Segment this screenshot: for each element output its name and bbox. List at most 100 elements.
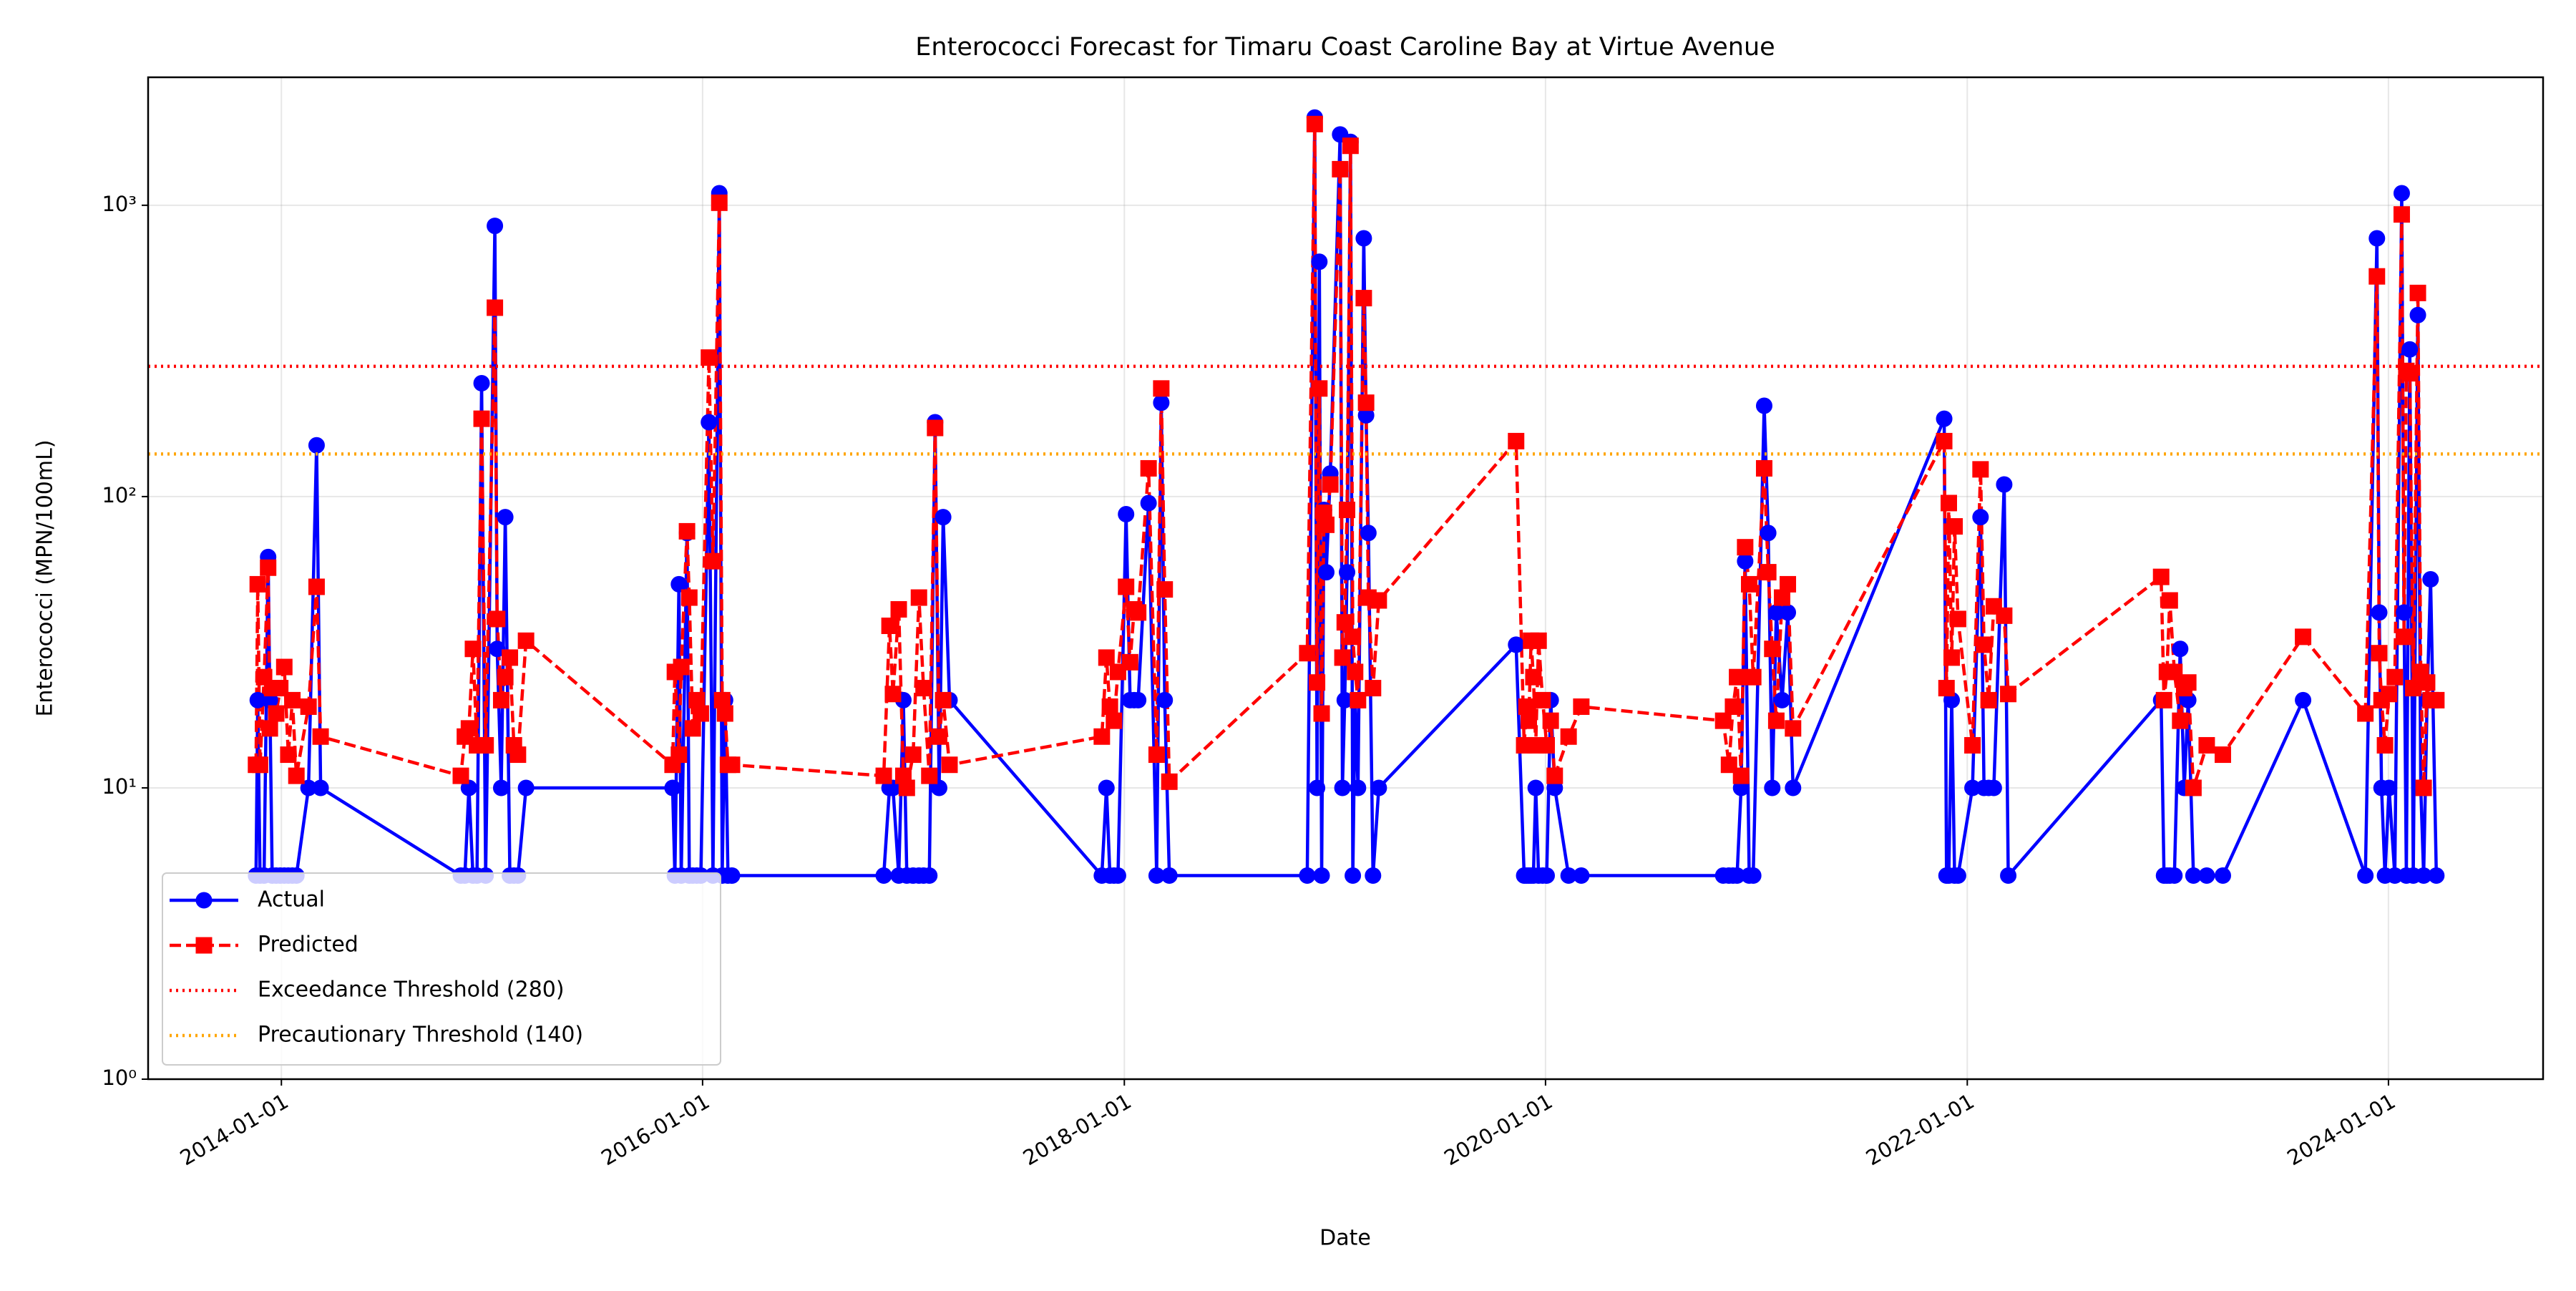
- marker: [2405, 680, 2422, 697]
- marker: [1148, 746, 1165, 764]
- marker: [517, 779, 535, 796]
- marker: [1741, 575, 1758, 593]
- marker: [2368, 268, 2386, 285]
- marker: [1130, 691, 1147, 708]
- marker: [509, 746, 527, 764]
- marker: [1098, 779, 1115, 796]
- marker: [502, 649, 519, 666]
- marker: [2415, 779, 2432, 796]
- marker: [1943, 649, 1961, 666]
- marker: [2172, 640, 2189, 658]
- marker: [1156, 581, 1174, 598]
- marker: [460, 720, 477, 737]
- y-tick-label: 10²: [102, 483, 137, 507]
- y-axis-label: Enterococci (MPN/100mL): [33, 439, 58, 716]
- marker: [1334, 649, 1351, 666]
- marker: [260, 559, 277, 576]
- marker: [1949, 867, 1966, 884]
- legend-marker: [195, 892, 213, 909]
- marker: [452, 767, 469, 784]
- marker: [2172, 712, 2189, 729]
- marker: [1313, 867, 1330, 884]
- marker: [716, 705, 733, 722]
- marker: [1350, 779, 1367, 796]
- marker: [1938, 680, 1955, 697]
- marker: [1737, 552, 1754, 570]
- marker: [875, 867, 892, 884]
- marker: [1724, 698, 1742, 715]
- marker: [308, 578, 325, 595]
- marker: [2409, 284, 2426, 301]
- marker: [2428, 867, 2445, 884]
- marker: [2185, 779, 2202, 796]
- marker: [2396, 604, 2413, 621]
- marker: [2393, 185, 2410, 202]
- marker: [1936, 432, 1953, 449]
- marker: [1525, 668, 1542, 686]
- marker: [2166, 663, 2183, 681]
- marker: [1309, 779, 1326, 796]
- marker: [1299, 867, 1316, 884]
- marker: [1508, 432, 1525, 449]
- marker: [1546, 767, 1563, 784]
- marker: [489, 640, 506, 658]
- marker: [881, 617, 898, 634]
- marker: [2371, 604, 2388, 621]
- y-tick-label: 10³: [102, 192, 137, 216]
- y-tick-label: 10¹: [102, 774, 137, 799]
- marker: [1985, 779, 2002, 796]
- marker: [701, 349, 718, 366]
- marker: [1370, 779, 1387, 796]
- marker: [2295, 628, 2312, 646]
- marker: [1140, 495, 1157, 512]
- marker: [935, 691, 952, 708]
- marker: [312, 728, 329, 745]
- marker: [1573, 867, 1590, 884]
- marker: [1780, 604, 1797, 621]
- marker: [1140, 459, 1157, 477]
- marker: [2000, 686, 2017, 703]
- marker: [1538, 736, 1555, 754]
- marker: [1729, 668, 1746, 686]
- marker: [2214, 746, 2231, 764]
- marker: [2381, 686, 2398, 703]
- marker: [1755, 397, 1772, 414]
- marker: [1518, 698, 1535, 715]
- marker: [1357, 394, 1375, 411]
- marker: [1345, 867, 1362, 884]
- marker: [2155, 691, 2172, 708]
- marker: [275, 658, 293, 676]
- marker: [927, 419, 944, 437]
- marker: [261, 720, 278, 737]
- marker: [1980, 691, 1997, 708]
- marker: [1976, 636, 1993, 653]
- marker: [1093, 728, 1111, 745]
- marker: [2357, 705, 2374, 722]
- marker: [1964, 736, 1981, 754]
- marker: [1521, 712, 1538, 729]
- x-axis-label: Date: [1319, 1226, 1371, 1251]
- marker: [1161, 867, 1178, 884]
- marker: [1317, 564, 1335, 581]
- marker: [1101, 698, 1118, 715]
- marker: [2371, 645, 2388, 662]
- marker: [1355, 290, 1372, 307]
- legend: Actual Predicted Exceedance Threshold (280…: [162, 872, 721, 1066]
- marker: [1317, 516, 1335, 533]
- marker: [1946, 518, 1963, 535]
- marker: [898, 779, 915, 796]
- marker: [249, 575, 266, 593]
- marker: [1339, 564, 1356, 581]
- marker: [489, 610, 506, 628]
- marker: [1121, 653, 1138, 671]
- legend-label: Actual: [258, 887, 325, 912]
- marker: [1130, 604, 1147, 621]
- marker: [941, 756, 958, 774]
- marker: [473, 410, 490, 427]
- marker: [1306, 115, 1323, 132]
- marker: [930, 728, 947, 745]
- marker: [1118, 506, 1135, 523]
- marker: [2198, 736, 2215, 754]
- marker: [1311, 380, 1328, 397]
